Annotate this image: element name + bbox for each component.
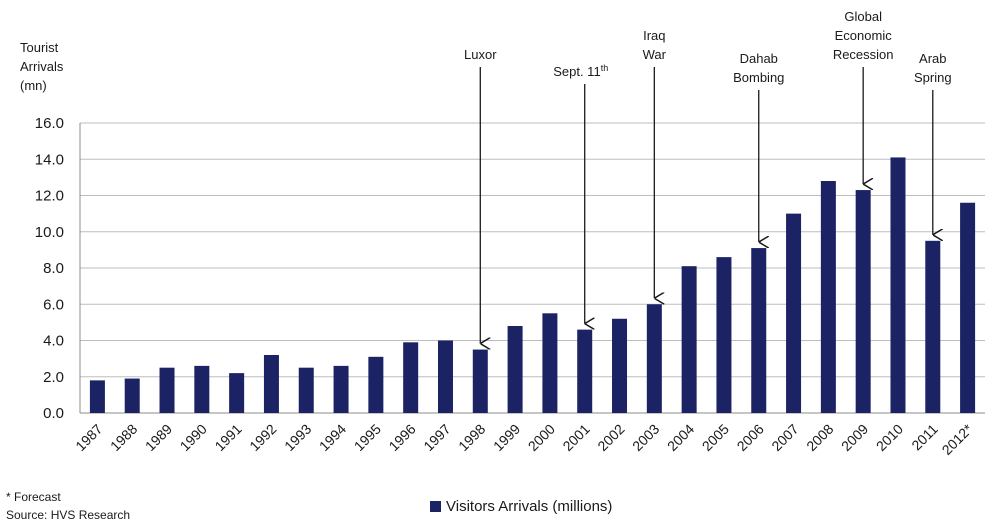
legend-label: Visitors Arrivals (millions) [446,498,613,515]
bar-2012 [960,202,976,413]
x-tick-label: 2004 [664,421,697,454]
x-tick-label: 2001 [559,421,592,454]
x-tick-label: 1994 [316,421,349,454]
bar-1994 [333,365,349,413]
x-tick-label: 1999 [490,421,523,454]
bar-2011 [925,240,941,413]
legend-swatch [430,501,441,512]
bar-1989 [159,367,175,413]
event-label: Luxor [464,47,497,62]
x-tick-label: 1998 [455,421,488,454]
bar-2003 [646,304,662,413]
event-label: Dahab Bombing [733,51,784,85]
y-tick-label: 14.0 [35,151,64,168]
event-label: Arab Spring [914,51,952,85]
event-label: Sept. 11th [553,63,608,79]
x-tick-label: 1987 [72,421,105,454]
bar-2004 [681,266,697,413]
x-tick-label: 2011 [908,421,941,454]
x-tick-label: 2010 [873,421,906,454]
legend: Visitors Arrivals (millions) [430,498,612,515]
x-tick-label: 1988 [107,421,140,454]
x-tick-label: 1989 [142,421,175,454]
x-tick-label: 1996 [385,421,418,454]
bar-2008 [820,181,836,413]
bar-1987 [89,380,105,413]
x-tick-label: 1993 [281,421,314,454]
y-tick-label: 6.0 [43,296,64,313]
x-tick-label: 2003 [629,421,662,454]
y-tick-label: 8.0 [43,260,64,277]
bar-1998 [472,349,488,413]
forecast-note: * Forecast [6,490,61,504]
x-tick-label: 2006 [734,421,767,454]
event-label: Global Economic Recession [833,9,894,62]
x-tick-label: 1992 [246,421,279,454]
x-tick-label: 1990 [177,421,210,454]
y-axis-title: (mn) [20,78,47,93]
bar-1996 [403,342,419,413]
x-tick-label: 1991 [211,421,244,454]
y-tick-label: 12.0 [35,188,64,205]
x-tick-label: 1997 [420,421,453,454]
x-tick-label: 1995 [351,421,384,454]
x-tick-label: 2008 [803,421,836,454]
bar-2009 [855,190,871,413]
bar-2006 [751,248,767,413]
y-axis-title: Arrivals [20,59,64,74]
source-note: Source: HVS Research [6,508,131,522]
y-tick-label: 4.0 [43,333,64,350]
bar-1991 [229,373,245,413]
bar-1995 [368,356,384,413]
bar-1999 [507,326,523,413]
bar-2005 [716,257,732,413]
y-tick-label: 10.0 [35,224,64,241]
bar-2007 [786,213,802,413]
y-tick-label: 0.0 [43,405,64,422]
bar-1990 [194,365,210,413]
y-tick-label: 2.0 [43,369,64,386]
x-tick-label: 2007 [768,421,801,454]
x-tick-label: 2000 [525,421,558,454]
x-tick-label: 2005 [699,421,732,454]
x-tick-label: 2009 [838,421,871,454]
event-label: Iraq War [643,28,667,62]
bar-2002 [612,318,628,413]
x-tick-label: 2012* [939,420,977,458]
bar-1997 [437,340,453,413]
bar-2000 [542,313,558,413]
bar-1992 [263,355,279,413]
x-tick-label: 2002 [594,421,627,454]
bar-1988 [124,378,140,413]
y-axis-title: Tourist [20,40,59,55]
y-tick-label: 16.0 [35,115,64,132]
bar-1993 [298,367,314,413]
bar-2001 [577,329,593,413]
bar-2010 [890,157,906,413]
